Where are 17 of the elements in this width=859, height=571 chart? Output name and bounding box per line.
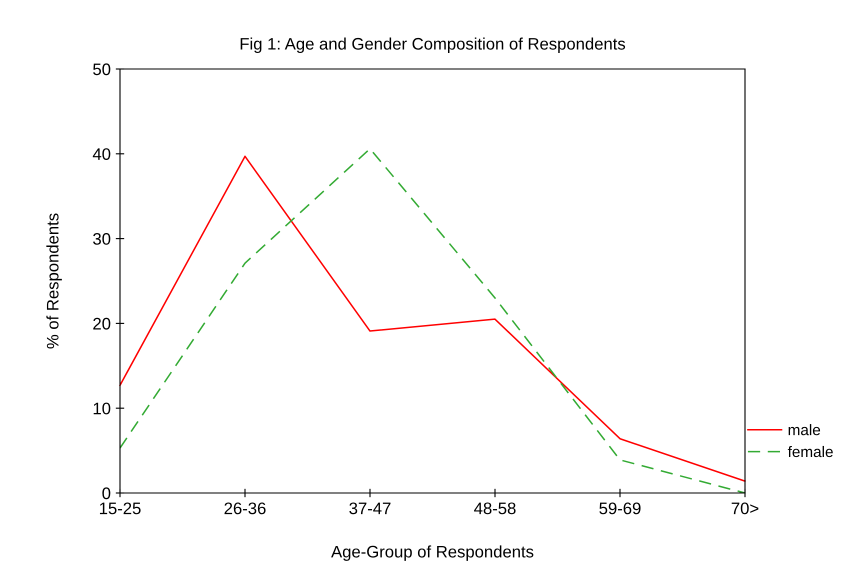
chart-title: Fig 1: Age and Gender Composition of Respondents <box>240 37 626 54</box>
y-axis-title: % of Respondents <box>46 214 62 348</box>
y-tick-label: 40 <box>92 148 110 160</box>
x-tick-label: 59-69 <box>599 502 641 514</box>
y-tick-label: 0 <box>102 487 110 500</box>
x-tick-label: 37-47 <box>349 502 390 514</box>
y-tick-label: 10 <box>94 402 110 414</box>
x-tick-label: 48-58 <box>474 502 516 514</box>
legend-label: male <box>788 424 820 436</box>
legend-label: female <box>788 446 833 458</box>
y-tick-label: 30 <box>93 233 110 245</box>
x-tick-label: 15-25 <box>100 502 141 514</box>
y-tick-label: 20 <box>93 318 110 330</box>
x-tick-label: 26-36 <box>224 502 266 514</box>
y-tick-label: 50 <box>93 63 110 76</box>
x-axis-title: Age-Group of Respondents <box>331 545 534 561</box>
x-tick-label: 70> <box>732 502 758 514</box>
